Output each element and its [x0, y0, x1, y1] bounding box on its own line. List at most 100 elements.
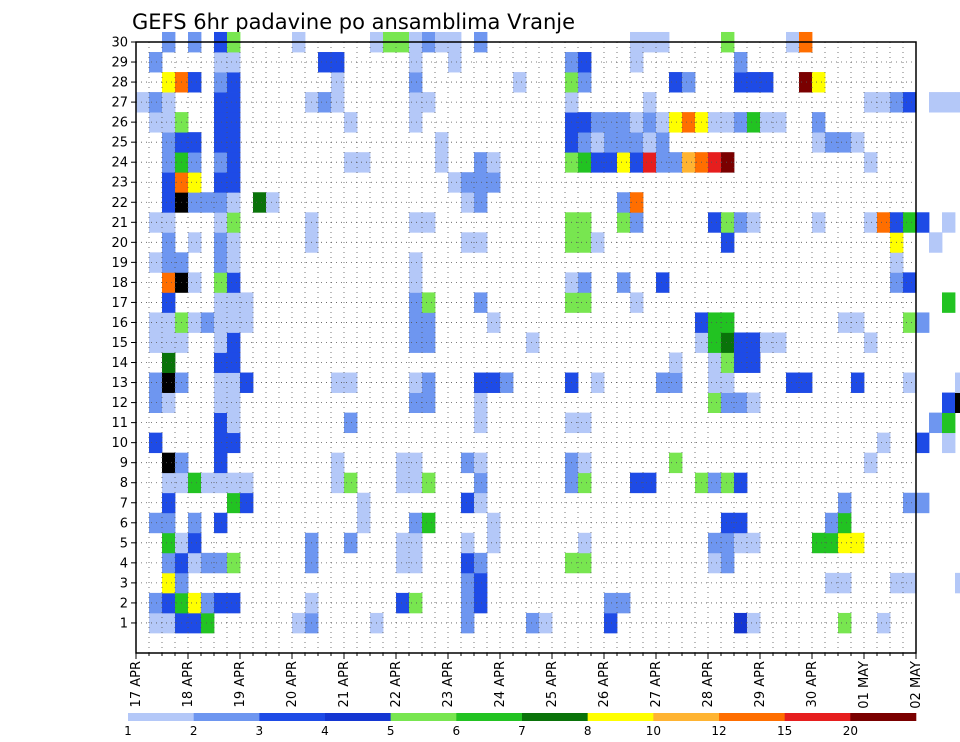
- cell-member-27-step-62: [942, 92, 956, 113]
- cell-member-19-step-21: [409, 252, 423, 273]
- cell-member-14-step-47: [747, 352, 761, 373]
- cell-member-5-step-55: [851, 532, 865, 554]
- cell-member-5-step-27: [487, 532, 501, 554]
- cell-member-25-step-4: [188, 132, 202, 153]
- colorbar-swatch-3: [259, 713, 326, 721]
- cell-member-26-step-21: [409, 112, 423, 133]
- colorbar-swatch-10: [719, 713, 785, 721]
- cell-member-6-step-21: [409, 512, 423, 534]
- cell-member-8-step-5: [201, 472, 215, 494]
- cell-member-29-step-7: [227, 52, 241, 73]
- cell-member-11-step-62: [942, 412, 956, 434]
- cell-member-14-step-41: [669, 352, 683, 373]
- cell-member-24-step-56: [864, 152, 878, 173]
- cell-member-18-step-21: [409, 272, 423, 293]
- cell-member-26-step-46: [734, 112, 748, 133]
- cell-member-22-step-10: [266, 192, 280, 213]
- cell-member-26-step-7: [227, 112, 241, 133]
- cell-member-5-step-21: [409, 532, 423, 554]
- cell-member-16-step-1: [149, 312, 163, 333]
- cell-member-23-step-26: [474, 172, 488, 193]
- cell-member-8-step-7: [227, 472, 241, 494]
- cell-member-18-step-59: [903, 272, 917, 293]
- y-tick-label-7: 7: [120, 496, 128, 511]
- colorbar-swatch-6: [456, 713, 523, 721]
- cell-member-3-step-59: [903, 572, 917, 594]
- cell-member-13-step-16: [344, 372, 358, 393]
- cell-member-16-step-55: [851, 312, 865, 333]
- cell-member-1-step-31: [539, 612, 553, 634]
- cell-member-29-step-24: [448, 52, 462, 73]
- cell-member-12-step-2: [162, 392, 176, 413]
- y-tick-label-12: 12: [111, 396, 128, 411]
- cell-member-28-step-21: [409, 72, 423, 93]
- cell-member-17-step-21: [409, 292, 423, 313]
- cell-member-25-step-39: [643, 132, 657, 153]
- cell-member-24-step-27: [487, 152, 501, 173]
- cell-member-15-step-30: [526, 332, 540, 353]
- cell-member-13-step-35: [591, 372, 605, 393]
- cell-member-12-step-26: [474, 392, 488, 413]
- cell-member-17-step-6: [214, 292, 228, 313]
- x-tick-label-28-apr: 28 APR: [701, 661, 716, 707]
- cell-member-6-step-54: [838, 512, 852, 534]
- colorbar-label-20: 20: [843, 724, 858, 738]
- cell-member-1-step-36: [604, 612, 618, 634]
- cell-member-1-step-54: [838, 612, 852, 634]
- cell-member-6-step-6: [214, 512, 228, 534]
- y-tick-label-29: 29: [111, 56, 128, 71]
- cell-member-28-step-46: [734, 72, 748, 93]
- cell-member-6-step-17: [357, 512, 371, 534]
- cell-member-26-step-47: [747, 112, 761, 133]
- cell-member-1-step-30: [526, 612, 540, 634]
- cell-member-26-step-45: [721, 112, 735, 133]
- cell-member-1-step-2: [162, 612, 176, 634]
- cell-member-5-step-16: [344, 532, 358, 554]
- cell-member-21-step-46: [734, 212, 748, 233]
- cell-member-2-step-37: [617, 592, 631, 614]
- cell-member-1-step-57: [877, 612, 891, 634]
- cell-member-13-step-6: [214, 372, 228, 393]
- cell-member-29-step-21: [409, 52, 423, 73]
- cell-member-13-step-55: [851, 372, 865, 393]
- cell-member-13-step-41: [669, 372, 683, 393]
- colorbar-swatch-12: [850, 713, 917, 721]
- cell-member-4-step-25: [461, 552, 475, 574]
- cell-member-3-step-2: [162, 572, 176, 594]
- cell-member-22-step-5: [201, 192, 215, 213]
- cell-member-28-step-47: [747, 72, 761, 93]
- cell-member-4-step-5: [201, 552, 215, 574]
- cell-member-20-step-34: [578, 232, 592, 253]
- cell-member-5-step-44: [708, 532, 722, 554]
- cell-member-1-step-47: [747, 612, 761, 634]
- cell-member-16-step-45: [721, 312, 735, 333]
- cell-member-18-step-4: [188, 272, 202, 293]
- cell-member-17-step-22: [422, 292, 436, 313]
- cell-member-25-step-2: [162, 132, 176, 153]
- cell-member-10-step-7: [227, 432, 241, 454]
- cell-member-13-step-7: [227, 372, 241, 393]
- cell-member-26-step-41: [669, 112, 683, 133]
- cell-member-24-step-40: [656, 152, 670, 173]
- cell-member-13-step-45: [721, 372, 735, 393]
- cell-member-24-step-26: [474, 152, 488, 173]
- cell-member-10-step-62: [942, 432, 956, 454]
- cell-member-5-step-45: [721, 532, 735, 554]
- colorbar-swatch-11: [784, 713, 851, 721]
- cell-member-9-step-21: [409, 452, 423, 474]
- cell-member-26-step-42: [682, 112, 696, 133]
- cell-member-3-step-54: [838, 572, 852, 594]
- cell-member-22-step-9: [253, 192, 267, 213]
- cell-member-21-step-37: [617, 212, 631, 233]
- cell-member-18-step-7: [227, 272, 241, 293]
- cell-member-27-step-59: [903, 92, 917, 113]
- cell-member-26-step-35: [591, 112, 605, 133]
- cell-member-1-step-1: [149, 612, 163, 634]
- cell-member-24-step-2: [162, 152, 176, 173]
- cell-member-13-step-21: [409, 372, 423, 393]
- cell-member-7-step-2: [162, 492, 176, 514]
- cell-member-26-step-36: [604, 112, 618, 133]
- cell-member-24-step-42: [682, 152, 696, 173]
- cell-member-26-step-44: [708, 112, 722, 133]
- cell-member-13-step-1: [149, 372, 163, 393]
